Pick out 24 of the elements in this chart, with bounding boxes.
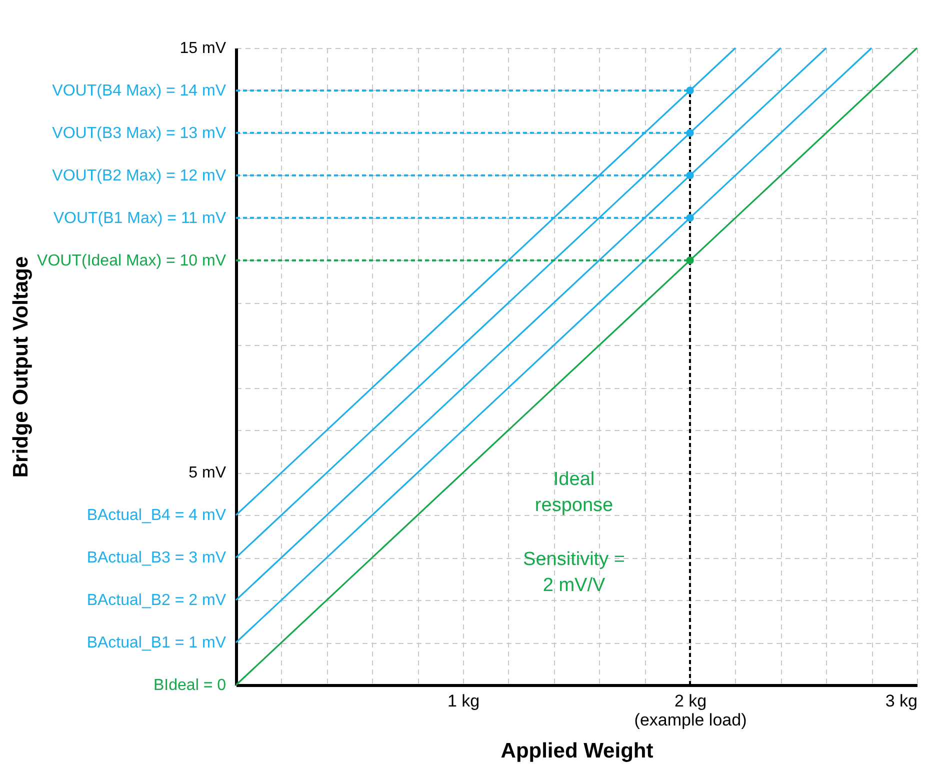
y-tick-label: VOUT(B2 Max) = 12 mV [52,167,226,184]
annotation: Ideal response [534,469,614,516]
x-axis-title: Applied Weight [500,740,654,762]
annotation: Sensitivity = 2 mV/V [523,549,625,596]
y-tick-label: VOUT(B3 Max) = 13 mV [52,124,226,142]
point [686,256,694,264]
point [686,86,694,94]
point [686,129,694,137]
point [686,214,694,222]
x-tick-label: 2 kg (example load) [634,692,747,730]
y-tick-label: VOUT(Ideal Max) = 10 mV [37,252,226,270]
x-tick-label: 3 kg [885,692,918,710]
y-tick-label: BIdeal = 0 [154,677,226,694]
y-tick-label: BActual_B1 = 1 mV [86,634,226,652]
y-tick-label: BActual_B3 = 3 mV [86,550,226,567]
y-tick-label: BActual_B4 = 4 mV [86,507,226,524]
y-tick-label: 15 mV [180,40,226,57]
point [686,172,694,180]
y-tick-label: BActual_B2 = 2 mV [86,592,226,610]
y-tick-label: VOUT(B4 Max) = 14 mV [52,82,226,100]
y-tick-label: 5 mV [188,464,226,482]
x-tick-label: 1 kg [447,692,480,710]
y-tick-label: VOUT(B1 Max) = 11 mV [53,210,226,227]
y-axis-title: Bridge Output Voltage [10,256,32,478]
